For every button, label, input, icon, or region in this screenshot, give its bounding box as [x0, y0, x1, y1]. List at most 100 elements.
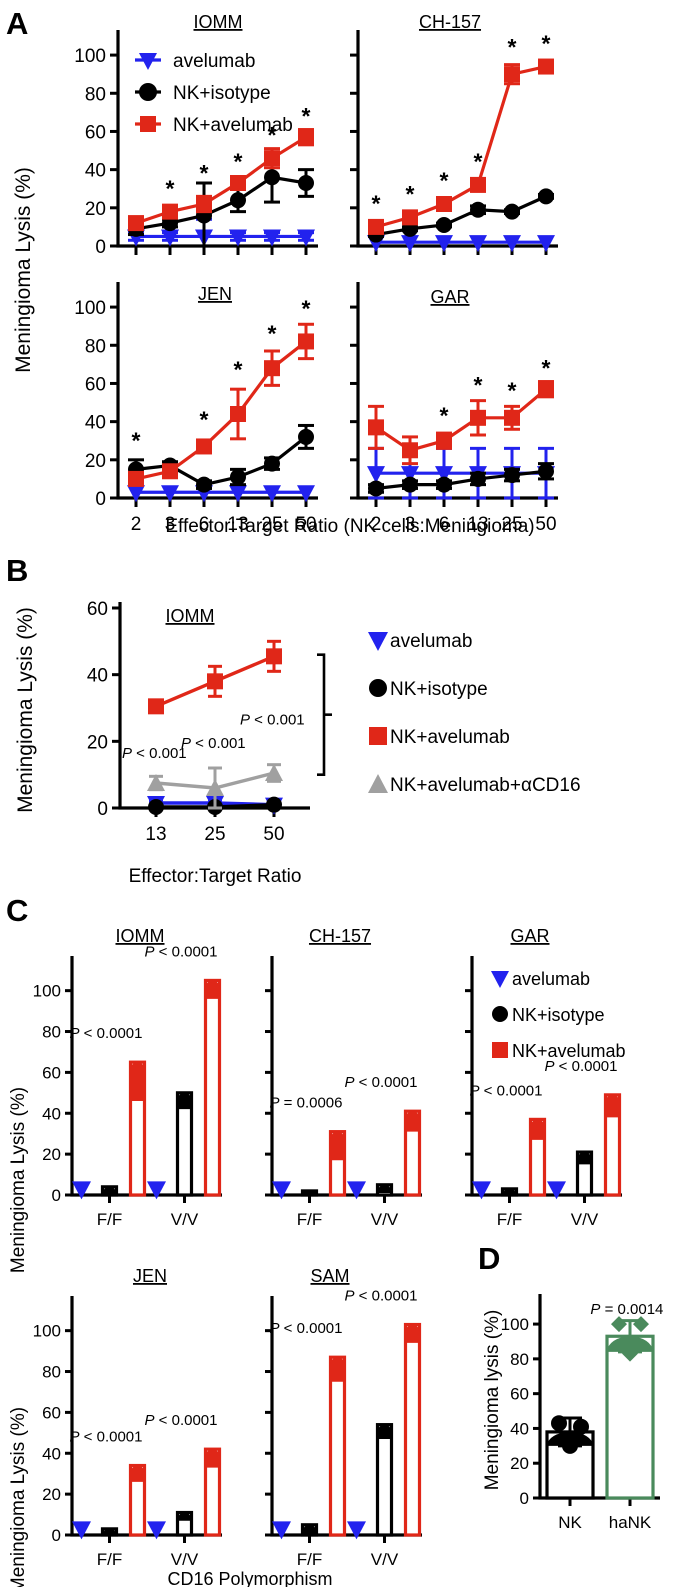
- data-point-marker: [207, 673, 223, 690]
- data-point-marker: [298, 333, 314, 350]
- p-value-annotation: P < 0.001: [122, 745, 187, 762]
- bar-avelumab: [147, 1521, 166, 1540]
- series-line: [135, 435, 307, 487]
- data-point-marker: [470, 201, 486, 218]
- error-cap: [502, 1188, 517, 1195]
- data-point-marker: [162, 463, 178, 480]
- bar-avelumab: [272, 1181, 291, 1200]
- legend-marker-square: [369, 727, 387, 745]
- avelumab-triangle-marker: [272, 1521, 291, 1540]
- x-tick-label: 13: [467, 514, 488, 535]
- series-NK-avelumab: [128, 322, 314, 487]
- panel-letter-a: A: [6, 6, 29, 41]
- data-point-marker: [402, 476, 418, 493]
- bar-NK-isotype: [375, 1183, 394, 1197]
- data-point-marker: [436, 196, 452, 212]
- chart-title: CH-157: [419, 12, 481, 32]
- y-tick-label: 80: [85, 336, 106, 357]
- data-point-marker: [402, 442, 418, 459]
- significance-star: *: [268, 122, 277, 148]
- data-point-marker: [368, 480, 384, 497]
- x-tick-label: 50: [263, 824, 284, 845]
- data-point-marker: [263, 229, 281, 247]
- series-NK-avelumab: [128, 128, 314, 232]
- x-tick-label: F/F: [297, 1550, 323, 1569]
- chart-panelC-IOMM: 0 20 40 60 80 100 IOMM F/F P < 0.0001 V/V P < 0.00…: [33, 926, 222, 1229]
- data-point-marker: [470, 409, 486, 426]
- chart-title: IOMM: [116, 926, 165, 946]
- legend-label: NK+avelumab: [173, 115, 293, 136]
- data-point-marker: [538, 188, 554, 205]
- bar-rect: [603, 1093, 622, 1197]
- error-cap: [605, 1094, 620, 1118]
- data-point-marker: [264, 150, 280, 167]
- y-tick-label: 100: [74, 298, 106, 319]
- series-NK-avelumab: [368, 58, 554, 235]
- bar-avelumab: [472, 1181, 491, 1200]
- data-point-marker: [263, 485, 281, 503]
- data-point-marker: [264, 360, 280, 377]
- data-point-marker: [128, 215, 144, 232]
- x-tick-label: 13: [227, 514, 248, 535]
- data-point-marker: [230, 406, 246, 422]
- error-cap: [330, 1357, 345, 1382]
- chart-panelC-CH157: CH-157 F/F P = 0.0006 V/V P < 0.0001: [265, 926, 422, 1229]
- legend-item-NK-isotype: NK+isotype: [492, 1005, 605, 1025]
- x-tick-label: V/V: [371, 1550, 399, 1569]
- significance-bracket: [317, 653, 332, 776]
- p-value-annotation: P = 0.0006: [270, 1095, 343, 1112]
- y-tick-label: 20: [85, 451, 106, 472]
- data-point-marker: [538, 58, 554, 75]
- error-cap: [102, 1186, 117, 1195]
- significance-star: *: [234, 357, 243, 383]
- bar-NK-avelumab: [328, 1130, 347, 1197]
- bar-NK-isotype: [100, 1527, 119, 1537]
- bar-rect: [328, 1355, 347, 1537]
- y-tick-label: 20: [510, 1454, 529, 1473]
- panel-letter-c: C: [6, 893, 29, 928]
- data-point-marker: [402, 209, 418, 226]
- legend-marker-square: [140, 116, 156, 132]
- y-axis-label: Meningioma Lysis (%): [14, 607, 37, 813]
- error-cap: [377, 1184, 392, 1193]
- y-tick-label: 40: [87, 666, 108, 687]
- chart-title: JEN: [198, 284, 232, 304]
- series-avelumab: [367, 235, 555, 253]
- x-tick-label: V/V: [571, 1210, 599, 1229]
- error-cap: [302, 1190, 317, 1195]
- x-tick-label: 25: [501, 514, 522, 535]
- significance-star: *: [474, 372, 483, 398]
- data-point-marker: [196, 438, 212, 455]
- legend-label: NK+isotype: [173, 83, 271, 104]
- data-point-marker: [367, 466, 385, 484]
- series-NK-isotype: [128, 423, 314, 493]
- data-point-marker: [435, 235, 453, 253]
- significance-star: *: [508, 378, 517, 404]
- series-NK-isotype: [368, 188, 554, 243]
- legend-marker-triangle-up: [368, 774, 388, 793]
- p-value-annotation: P < 0.001: [181, 735, 246, 752]
- p-value-annotation: P = 0.0014: [590, 1301, 663, 1318]
- bar-NK-avelumab: [203, 978, 222, 1197]
- y-tick-label: 20: [42, 1145, 61, 1164]
- legend-item-avelumab: avelumab: [491, 969, 590, 989]
- significance-star: *: [302, 103, 311, 129]
- data-point-marker: [297, 485, 315, 503]
- bar-avelumab: [347, 1521, 366, 1540]
- y-tick-label: 40: [42, 1104, 61, 1123]
- bar-rect: [203, 978, 222, 1197]
- bar-avelumab: [347, 1181, 366, 1200]
- series-NK-avelumab-αCD16: [147, 763, 283, 810]
- x-tick-label: NK: [558, 1513, 582, 1532]
- error-cap: [205, 1449, 220, 1468]
- series-line: [135, 175, 307, 231]
- y-tick-label: 20: [85, 199, 106, 220]
- legend-item-NK-avelumab-αCD16: NK+avelumab+αCD16: [368, 774, 581, 796]
- y-tick-label: 20: [42, 1485, 61, 1504]
- series-line: [375, 64, 547, 229]
- chart-title: IOMM: [194, 12, 243, 32]
- chart-title: CH-157: [309, 926, 371, 946]
- chart-panelA-IOMM: 0 20 40 60 80 100 IOMM * * * * *: [74, 12, 318, 258]
- series-NK-isotype: [128, 150, 314, 248]
- y-axis-label: Meningioma Lysis (%): [12, 167, 35, 373]
